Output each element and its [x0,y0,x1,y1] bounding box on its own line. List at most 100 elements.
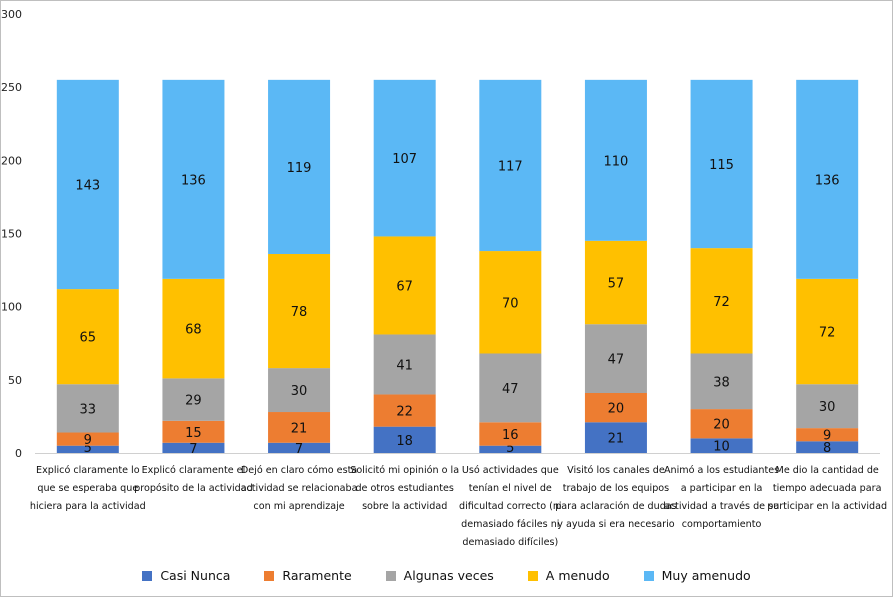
x-category-label-line: y ayuda si era necesario [557,519,675,530]
data-label: 7 [189,442,197,457]
data-label: 30 [819,400,836,415]
bar-segment [373,394,436,427]
x-category-label-line: demasiado difíciles) [462,537,559,548]
y-tick-label: 0 [15,447,22,460]
bar-segment [268,253,331,369]
data-label: 47 [502,382,519,397]
x-category-label-line: comportamiento [681,519,762,530]
bar-segment [796,428,859,442]
data-label: 9 [84,433,92,448]
data-label: 65 [80,331,97,346]
bar-segment [373,426,436,453]
x-category-label-line: trabajo de los equipos [562,483,670,494]
bar-segment [162,378,225,421]
legend-swatch [643,570,654,581]
data-label: 78 [291,305,308,320]
data-label: 7 [295,442,303,457]
x-category-label-line: Solicitó mi opinión o la [350,465,460,476]
data-label: 21 [291,421,308,436]
legend-item: A menudo [527,568,610,583]
x-category-label-line: Explicó claramente el [141,465,246,476]
bar-segment [373,334,436,395]
x-category-label-line: Dejó en claro cómo esta [240,465,358,476]
y-tick-label: 150 [1,228,22,241]
data-label: 57 [608,277,625,292]
x-category-label-line: propósito de la actividad [134,483,253,494]
x-category-label-line: sobre la actividad [362,501,448,512]
data-label: 22 [396,405,413,420]
bar-segment [268,79,331,254]
bar-segment [162,420,225,443]
legend-label: A menudo [545,568,610,583]
legend-swatch [264,570,275,581]
y-tick-label: 250 [1,81,22,94]
data-label: 8 [823,441,831,456]
data-label: 72 [819,326,836,341]
bar-segment [584,79,647,241]
y-tick-label: 300 [1,8,22,21]
data-label: 33 [80,402,97,417]
x-category-label: Explicó claramente el propósito de la act… [127,462,259,498]
legend-label: Casi Nunca [160,568,231,583]
bar-segment [479,422,542,446]
legend-label: Muy amenudo [661,568,751,583]
x-category-label-line: con mi aprendizaje [253,501,345,512]
bar-segment [796,79,859,279]
x-category-label-line: a participar en la [680,483,763,494]
bar-segment [479,445,542,453]
bar-segment [796,384,859,429]
data-label: 107 [392,152,417,167]
data-label: 38 [713,375,730,390]
bar-segment [796,441,859,453]
legend-swatch [385,570,396,581]
data-label: 115 [709,158,734,173]
x-category-label: Explicó claramente lo que se esperaba que… [22,462,154,516]
legend-label: Raramente [282,568,352,583]
data-label: 30 [291,384,308,399]
x-category-label-line: dificultad correcto (ni [459,501,562,512]
x-category-label-line: de otros estudiantes [355,483,454,494]
data-label: 20 [713,418,730,433]
x-category-label: Usó actividades que tenían el nivel de dif… [444,462,576,552]
legend-swatch [527,570,538,581]
data-label: 136 [815,173,840,188]
y-tick-label: 100 [1,301,22,314]
bar-segment [373,79,436,237]
bar-segment [479,251,542,354]
bar-segment [56,289,119,385]
data-label: 68 [185,323,202,338]
bar-segment [162,278,225,379]
legend-item: Raramente [264,568,352,583]
data-label: 143 [75,178,100,193]
bar-segment [162,442,225,453]
data-label: 70 [502,296,519,311]
data-label: 5 [84,441,92,456]
x-category-label-line: tenían el nivel de [468,483,552,494]
bar-segment [584,393,647,423]
data-label: 5 [506,441,514,456]
x-category-label: Me dio la cantidad de tiempo adecuada par… [761,462,893,516]
x-category-label-line: Explicó claramente lo [36,465,140,476]
x-category-label-line: demasiado fáciles ni [461,519,560,530]
x-category-label-line: actividad a través de su [663,501,780,512]
bar-segment [56,384,119,433]
x-category-label-line: hiciera para la actividad [29,501,146,512]
data-label: 9 [823,429,831,444]
data-label: 72 [713,295,730,310]
x-category-label: Dejó en claro cómo esta actividad se rela… [233,462,365,516]
bar-segment [690,353,753,410]
x-category-label-line: participar en la actividad [767,501,888,512]
data-label: 16 [502,428,519,443]
x-category-label-line: Me dio la cantidad de [775,465,879,476]
data-label: 67 [396,279,413,294]
bar-segment [584,422,647,453]
legend-item: Casi Nunca [142,568,230,583]
legend: Casi Nunca Raramente Algunas veces A menudo… [0,568,893,583]
bar-segment [584,324,647,394]
bar-segment [690,409,753,439]
legend-swatch [142,570,153,581]
bar-segment [479,79,542,252]
legend-item: Algunas veces [385,568,494,583]
data-label: 15 [185,426,202,441]
